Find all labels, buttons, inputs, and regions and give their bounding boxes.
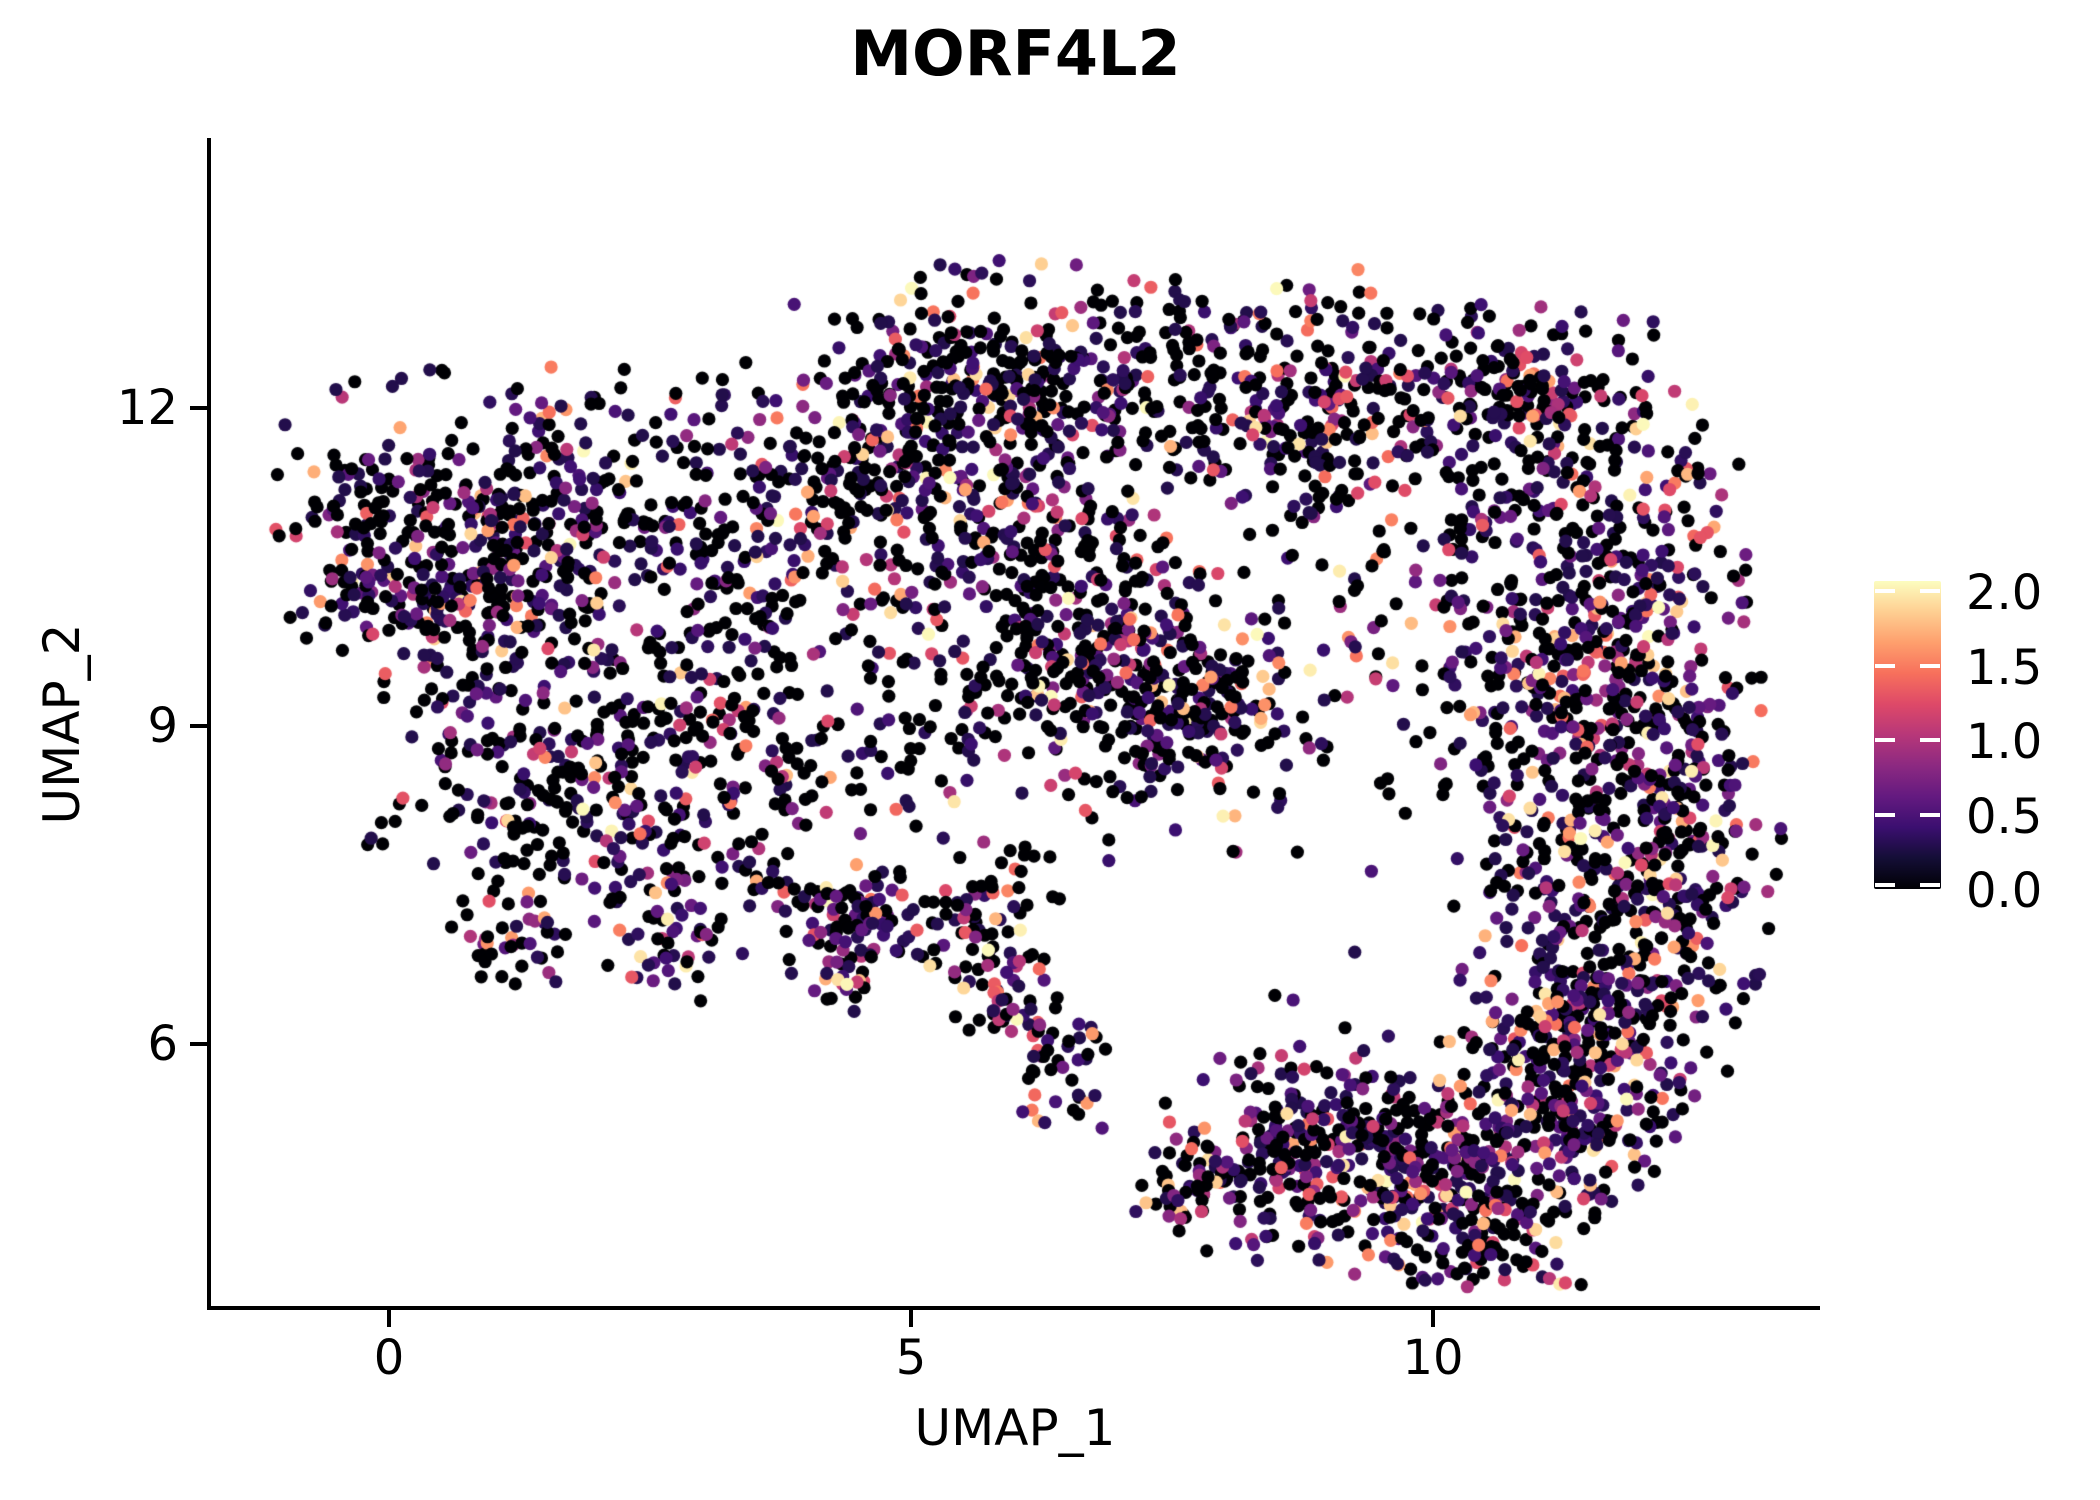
colorbar-tick-label-1.0: 1.0 xyxy=(1966,714,2043,771)
y-tick-label-12: 12 xyxy=(116,380,178,436)
x-tick-label-0: 0 xyxy=(373,1330,405,1386)
x-tick-mark-10 xyxy=(1431,1310,1435,1327)
y-tick-mark-9 xyxy=(190,724,207,728)
x-tick-mark-0 xyxy=(387,1310,391,1327)
colorbar-tick-label-2.0: 2.0 xyxy=(1966,565,2043,622)
plot-title: MORF4L2 xyxy=(850,17,1181,90)
colorbar-tick-label-0.0: 0.0 xyxy=(1966,863,2043,919)
x-tick-mark-5 xyxy=(909,1310,913,1327)
colorbar-tick-dash-0.5-left xyxy=(1875,812,1895,817)
y-tick-label-9: 9 xyxy=(147,698,178,754)
colorbar-tick-dash-0.0-left xyxy=(1875,883,1895,887)
colorbar-tick-dash-1.0-left xyxy=(1875,738,1895,743)
y-tick-mark-12 xyxy=(190,406,207,410)
colorbar-tick-dash-1.0-right xyxy=(1920,738,1940,743)
colorbar-gradient xyxy=(1874,581,1941,889)
colorbar-tick-dash-0.5-right xyxy=(1920,812,1940,817)
colorbar-tick-dash-2.0-left xyxy=(1875,589,1895,594)
colorbar-tick-label-1.5: 1.5 xyxy=(1966,639,2043,696)
colorbar-tick-label-0.5: 0.5 xyxy=(1966,788,2043,845)
x-axis-title: UMAP_1 xyxy=(914,1399,1116,1457)
y-tick-label-6: 6 xyxy=(147,1016,178,1072)
x-tick-label-10: 10 xyxy=(1402,1330,1464,1386)
x-tick-label-5: 5 xyxy=(895,1330,927,1386)
x-axis-line xyxy=(207,1306,1820,1310)
colorbar-tick-dash-0.0-right xyxy=(1920,883,1940,887)
colorbar-tick-dash-1.5-left xyxy=(1875,663,1895,668)
y-axis-line xyxy=(207,138,211,1310)
y-tick-mark-6 xyxy=(190,1042,207,1046)
colorbar-tick-dash-2.0-right xyxy=(1920,589,1940,594)
colorbar-tick-dash-1.5-right xyxy=(1920,663,1940,668)
